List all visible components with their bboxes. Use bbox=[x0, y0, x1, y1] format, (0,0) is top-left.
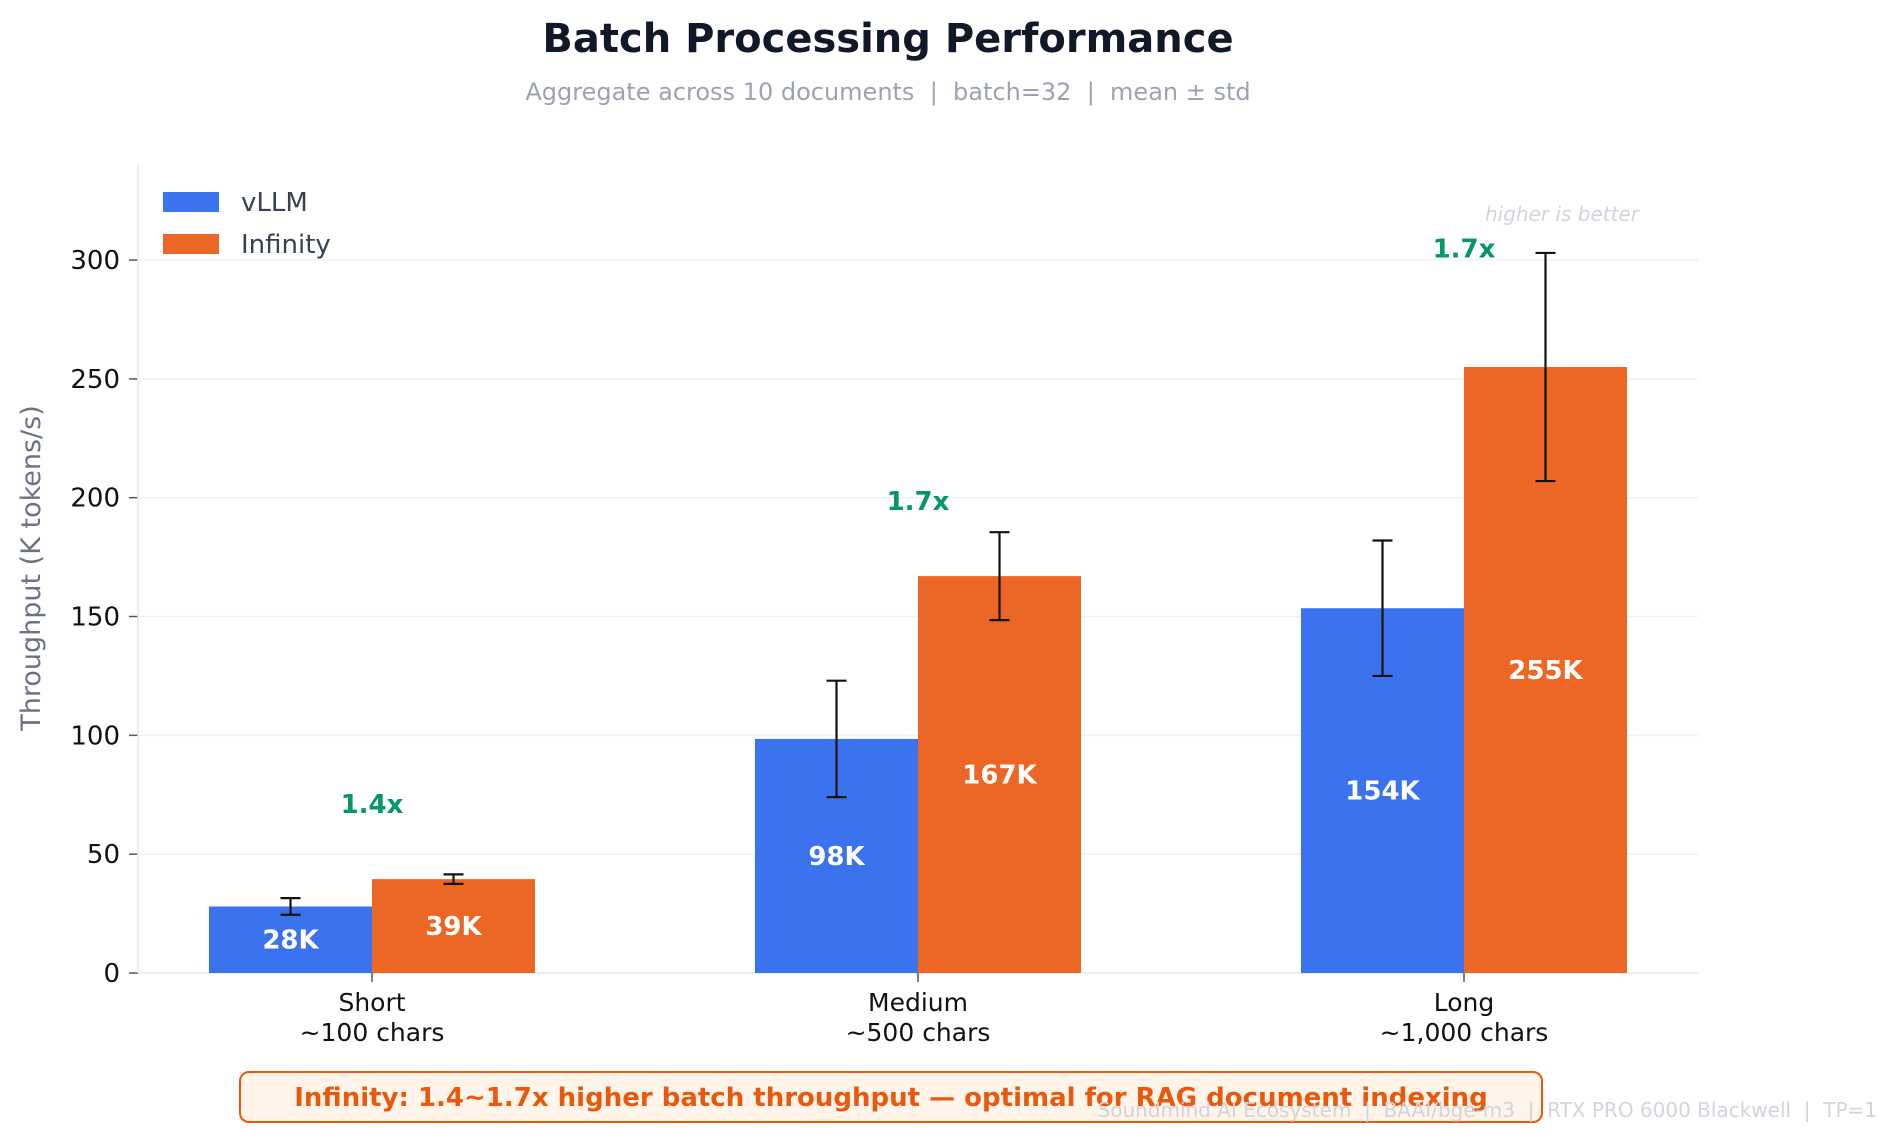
y-tick-label: 150 bbox=[70, 603, 120, 633]
bar-value-label: 28K bbox=[262, 926, 319, 956]
x-tick-label: Short bbox=[338, 988, 405, 1017]
bar-value-label: 255K bbox=[1508, 656, 1583, 686]
x-tick-label: ~500 chars bbox=[846, 1018, 991, 1047]
y-tick-label: 250 bbox=[70, 365, 120, 395]
bar-infinity-1 bbox=[918, 576, 1081, 973]
legend: vLLM Infinity bbox=[163, 188, 331, 260]
y-axis-label: Throughput (K tokens/s) bbox=[16, 405, 47, 732]
x-tick-label: Medium bbox=[868, 988, 968, 1017]
legend-label-infinity: Infinity bbox=[241, 230, 331, 260]
hint-text: higher is better bbox=[1485, 202, 1641, 226]
bar-value-label: 167K bbox=[962, 761, 1037, 791]
y-tick-label: 300 bbox=[70, 246, 120, 276]
bar-value-label: 39K bbox=[425, 912, 482, 942]
y-tick-label: 50 bbox=[87, 840, 120, 870]
x-tick-label: Long bbox=[1434, 988, 1495, 1017]
speedup-label: 1.4x bbox=[341, 790, 404, 820]
legend-label-vllm: vLLM bbox=[241, 188, 308, 218]
data-labels: 28K 39K 1.4x 98K 167K 1.7x 154K 255K 1.7x bbox=[262, 235, 1583, 956]
bar-value-label: 154K bbox=[1345, 777, 1420, 807]
y-tick-label: 0 bbox=[103, 959, 120, 989]
footer-text: Soundmind AI Ecosystem | BAAI/bge-m3 | R… bbox=[1098, 1098, 1877, 1122]
callout-box bbox=[239, 1071, 1543, 1123]
callout-text: Infinity: 1.4~1.7x higher batch throughp… bbox=[294, 1083, 1488, 1113]
legend-swatch-infinity bbox=[163, 234, 219, 254]
x-tick-label: ~100 chars bbox=[300, 1018, 445, 1047]
bar-value-label: 98K bbox=[808, 842, 865, 872]
y-tick-label: 200 bbox=[70, 484, 120, 514]
bar-vllm-0 bbox=[209, 906, 372, 973]
chart-subtitle: Aggregate across 10 documents | batch=32… bbox=[525, 78, 1250, 106]
chart-title: Batch Processing Performance bbox=[542, 16, 1233, 62]
bars bbox=[209, 367, 1627, 973]
bar-infinity-0 bbox=[372, 879, 535, 973]
error-bars bbox=[280, 251, 1556, 916]
speedup-label: 1.7x bbox=[887, 487, 950, 517]
legend-swatch-vllm bbox=[163, 192, 219, 212]
speedup-label: 1.7x bbox=[1433, 235, 1496, 265]
y-tick-label: 100 bbox=[70, 721, 120, 751]
x-tick-label: ~1,000 chars bbox=[1380, 1018, 1549, 1047]
